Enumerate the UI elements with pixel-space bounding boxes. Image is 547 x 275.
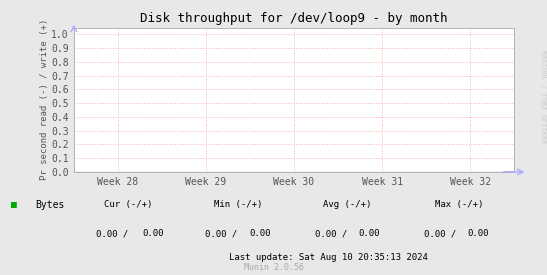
Text: ■: ■ bbox=[11, 200, 17, 210]
Text: 0.00 /: 0.00 / bbox=[315, 229, 347, 238]
Text: Min (-/+): Min (-/+) bbox=[214, 200, 262, 209]
Text: Munin 2.0.56: Munin 2.0.56 bbox=[243, 263, 304, 272]
Text: 0.00: 0.00 bbox=[358, 229, 380, 238]
Title: Disk throughput for /dev/loop9 - by month: Disk throughput for /dev/loop9 - by mont… bbox=[140, 12, 448, 25]
Text: Avg (-/+): Avg (-/+) bbox=[323, 200, 371, 209]
Text: Cur (-/+): Cur (-/+) bbox=[104, 200, 153, 209]
Text: 0.00 /: 0.00 / bbox=[205, 229, 237, 238]
Text: RRDTOOL / TOBI OETIKER: RRDTOOL / TOBI OETIKER bbox=[540, 50, 546, 143]
Text: 0.00: 0.00 bbox=[142, 229, 164, 238]
Y-axis label: Pr second read (-) / write (+): Pr second read (-) / write (+) bbox=[39, 19, 49, 180]
Text: 0.00: 0.00 bbox=[468, 229, 489, 238]
Text: 0.00: 0.00 bbox=[249, 229, 270, 238]
Text: Last update: Sat Aug 10 20:35:13 2024: Last update: Sat Aug 10 20:35:13 2024 bbox=[229, 253, 428, 262]
Text: Bytes: Bytes bbox=[36, 200, 65, 210]
Text: 0.00 /: 0.00 / bbox=[96, 229, 128, 238]
Text: Max (-/+): Max (-/+) bbox=[435, 200, 484, 209]
Text: 0.00 /: 0.00 / bbox=[424, 229, 456, 238]
